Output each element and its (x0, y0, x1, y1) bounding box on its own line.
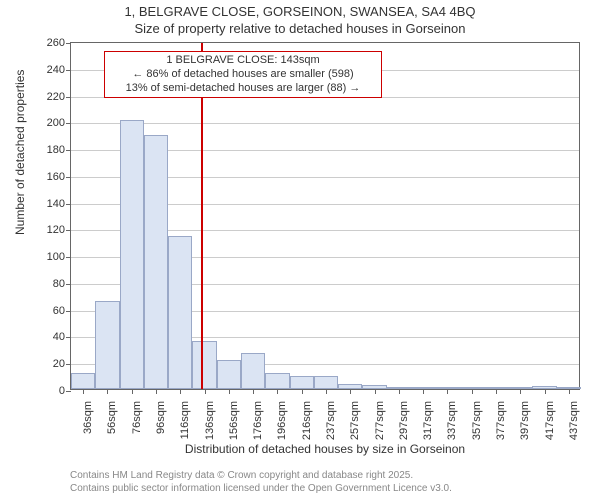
ytick-label: 0 (59, 385, 65, 397)
chart-container: 1, BELGRAVE CLOSE, GORSEINON, SWANSEA, S… (0, 0, 600, 500)
footer-line-2: Contains public sector information licen… (70, 483, 452, 495)
xtick-label: 176sqm (252, 401, 264, 440)
y-axis-label: Number of detached properties (13, 195, 27, 235)
ytick-label: 220 (47, 91, 65, 103)
xtick-mark (520, 389, 521, 394)
xtick-label: 237sqm (325, 401, 337, 440)
ytick-mark (66, 284, 71, 285)
xtick-label: 257sqm (349, 401, 361, 440)
xtick-label: 317sqm (422, 401, 434, 440)
xtick-label: 377sqm (495, 401, 507, 440)
xtick-mark (447, 389, 448, 394)
title-line-1: 1, BELGRAVE CLOSE, GORSEINON, SWANSEA, S… (0, 4, 600, 19)
plot-area: 02040608010012014016018020022024026036sq… (70, 42, 580, 390)
ytick-mark (66, 150, 71, 151)
ytick-label: 40 (53, 331, 65, 343)
xtick-mark (107, 389, 108, 394)
xtick-label: 357sqm (471, 401, 483, 440)
xtick-mark (326, 389, 327, 394)
xtick-label: 96sqm (155, 401, 167, 434)
ytick-label: 100 (47, 251, 65, 263)
ytick-mark (66, 311, 71, 312)
xtick-mark (277, 389, 278, 394)
xtick-label: 116sqm (179, 401, 191, 439)
ytick-mark (66, 97, 71, 98)
histogram-bar (265, 373, 289, 389)
xtick-label: 216sqm (301, 401, 313, 440)
annotation-line-1: 1 BELGRAVE CLOSE: 143sqm (111, 54, 375, 68)
ytick-label: 120 (47, 224, 65, 236)
annotation-box: 1 BELGRAVE CLOSE: 143sqm ← 86% of detach… (104, 51, 382, 98)
xtick-mark (229, 389, 230, 394)
xtick-mark (472, 389, 473, 394)
xtick-label: 337sqm (446, 401, 458, 440)
ytick-mark (66, 123, 71, 124)
ytick-mark (66, 204, 71, 205)
ytick-label: 180 (47, 144, 65, 156)
ytick-mark (66, 70, 71, 71)
ytick-mark (66, 257, 71, 258)
histogram-bar (144, 135, 168, 389)
annotation-line-3: 13% of semi-detached houses are larger (… (111, 82, 375, 96)
xtick-label: 56sqm (106, 401, 118, 434)
ytick-label: 200 (47, 117, 65, 129)
ytick-mark (66, 364, 71, 365)
xtick-label: 196sqm (276, 401, 288, 440)
histogram-bar (314, 376, 338, 389)
ytick-label: 20 (53, 358, 65, 370)
xtick-label: 277sqm (374, 401, 386, 440)
xtick-label: 297sqm (398, 401, 410, 440)
xtick-mark (545, 389, 546, 394)
xtick-label: 36sqm (82, 401, 94, 434)
xtick-mark (180, 389, 181, 394)
xtick-mark (83, 389, 84, 394)
xtick-mark (205, 389, 206, 394)
histogram-bar (120, 120, 144, 389)
xtick-label: 437sqm (568, 401, 580, 440)
xtick-mark (375, 389, 376, 394)
histogram-bar (95, 301, 119, 389)
xtick-mark (132, 389, 133, 394)
xtick-label: 397sqm (519, 401, 531, 440)
xtick-mark (302, 389, 303, 394)
histogram-bar (290, 376, 314, 389)
ytick-mark (66, 391, 71, 392)
histogram-bar (241, 353, 265, 389)
ytick-label: 160 (47, 171, 65, 183)
histogram-bar (192, 341, 216, 389)
histogram-bar (71, 373, 95, 389)
xtick-mark (350, 389, 351, 394)
xtick-mark (253, 389, 254, 394)
title-line-2: Size of property relative to detached ho… (0, 21, 600, 36)
ytick-mark (66, 337, 71, 338)
ytick-label: 60 (53, 305, 65, 317)
ytick-label: 240 (47, 64, 65, 76)
ytick-label: 80 (53, 278, 65, 290)
xtick-mark (156, 389, 157, 394)
xtick-label: 76sqm (131, 401, 143, 434)
xtick-mark (569, 389, 570, 394)
x-axis-label: Distribution of detached houses by size … (70, 442, 580, 456)
ytick-mark (66, 43, 71, 44)
xtick-mark (496, 389, 497, 394)
xtick-label: 417sqm (544, 401, 556, 440)
ytick-mark (66, 230, 71, 231)
ytick-mark (66, 177, 71, 178)
histogram-bar (168, 236, 192, 389)
xtick-label: 156sqm (228, 401, 240, 440)
gridline (71, 123, 579, 124)
ytick-label: 260 (47, 37, 65, 49)
xtick-mark (399, 389, 400, 394)
ytick-label: 140 (47, 198, 65, 210)
footer-line-1: Contains HM Land Registry data © Crown c… (70, 470, 413, 482)
xtick-mark (423, 389, 424, 394)
histogram-bar (217, 360, 241, 389)
xtick-label: 136sqm (204, 401, 216, 440)
annotation-line-2: ← 86% of detached houses are smaller (59… (111, 68, 375, 82)
